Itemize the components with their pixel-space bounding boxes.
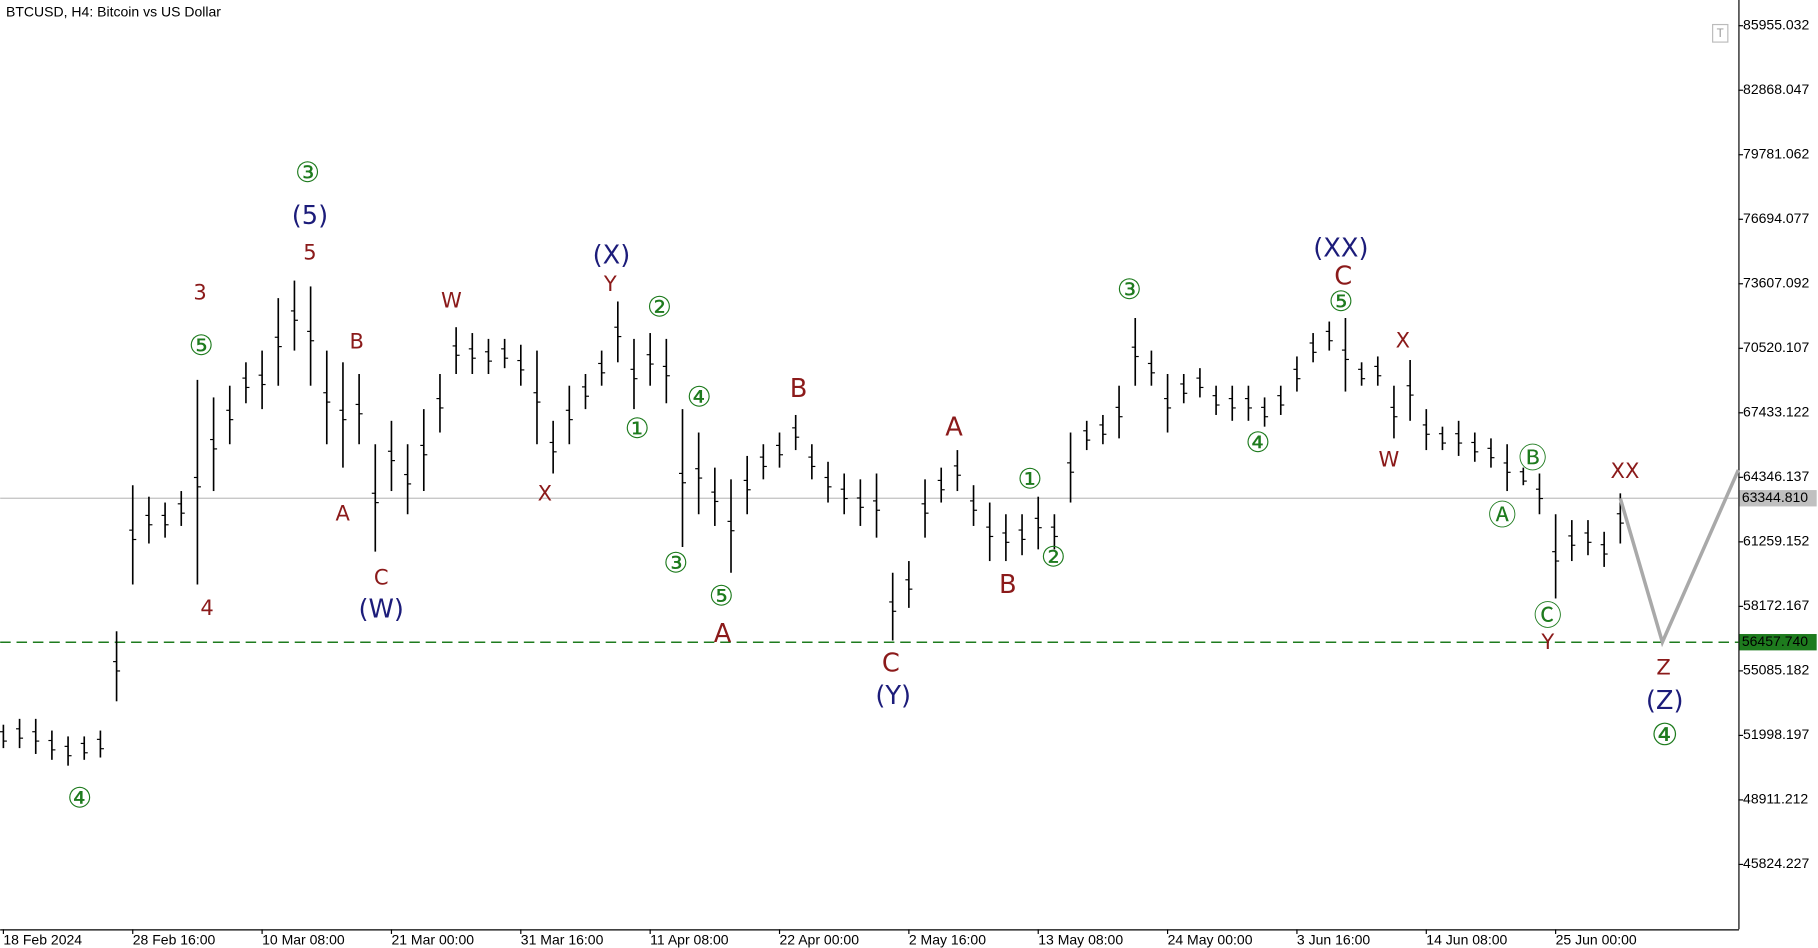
- wave-label: ④: [1245, 426, 1270, 459]
- wave-label: ③: [1117, 273, 1142, 306]
- price-level-label: 63344.810: [1742, 489, 1808, 505]
- wave-label: ③: [663, 547, 688, 580]
- y-tick-label: 67433.122: [1743, 404, 1809, 420]
- x-tick-label: 28 Feb 16:00: [133, 932, 216, 948]
- wave-label: (W): [358, 595, 403, 625]
- wave-label: ②: [1041, 541, 1066, 574]
- wave-label: ③: [295, 156, 320, 189]
- wave-label: (XX): [1313, 233, 1368, 263]
- wave-label: Ⓒ: [1534, 599, 1562, 632]
- x-tick-label: 3 Jun 16:00: [1297, 932, 1370, 948]
- price-level-tag: [1739, 490, 1817, 507]
- wave-label: A: [335, 500, 350, 525]
- wave-label: W: [441, 288, 462, 313]
- y-tick-label: 48911.212: [1743, 791, 1808, 807]
- x-tick-label: 2 May 16:00: [909, 932, 986, 948]
- wave-label: X: [1396, 327, 1410, 352]
- wave-label: A: [714, 619, 732, 649]
- wave-label: Z: [1656, 655, 1670, 680]
- wave-label: B: [349, 328, 363, 353]
- y-tick-label: 51998.197: [1743, 726, 1809, 742]
- trade-icon[interactable]: [1712, 23, 1729, 43]
- wave-label: ①: [625, 412, 650, 445]
- wave-label: (X): [593, 240, 631, 270]
- wave-label: Y: [603, 271, 617, 296]
- trade-icon-glyph: T: [1717, 27, 1724, 40]
- wave-label: XX: [1611, 458, 1640, 483]
- wave-label: 4: [200, 595, 213, 620]
- y-tick-label: 58172.167: [1743, 597, 1809, 613]
- wave-label: 3: [193, 279, 206, 304]
- y-tick-label: 85955.032: [1743, 16, 1809, 32]
- wave-label: ②: [647, 291, 672, 324]
- price-level-tag: [1739, 634, 1817, 651]
- wave-label: 5: [303, 240, 316, 265]
- x-tick-label: 13 May 08:00: [1038, 932, 1123, 948]
- wave-label: ①: [1017, 462, 1042, 495]
- x-tick-label: 21 Mar 00:00: [391, 932, 474, 948]
- y-tick-label: 70520.107: [1743, 339, 1809, 355]
- wave-label: Ⓐ: [1488, 499, 1516, 532]
- wave-label: Y: [1540, 629, 1554, 654]
- wave-label: W: [1378, 447, 1399, 472]
- y-tick-label: 73607.092: [1743, 274, 1809, 290]
- wave-label: X: [538, 480, 552, 505]
- y-tick-label: 55085.182: [1743, 662, 1809, 678]
- x-tick-label: 25 Jun 00:00: [1556, 932, 1637, 948]
- wave-label: C: [1334, 262, 1352, 292]
- y-tick-label: 64346.137: [1743, 468, 1809, 484]
- wave-label: Ⓑ: [1519, 441, 1547, 474]
- wave-label: ⑤: [709, 579, 734, 612]
- y-tick-label: 79781.062: [1743, 145, 1809, 161]
- x-tick-label: 10 Mar 08:00: [262, 932, 345, 948]
- wave-label: C: [882, 648, 900, 678]
- y-tick-label: 82868.047: [1743, 81, 1809, 97]
- chart-title: BTCUSD, H4: Bitcoin vs US Dollar: [6, 4, 221, 20]
- projection-path: [1618, 469, 1740, 648]
- wave-label: B: [999, 570, 1017, 600]
- y-tick-label: 61259.152: [1743, 533, 1809, 549]
- wave-label: ⑤: [1328, 285, 1353, 318]
- wave-label: ④: [67, 782, 92, 815]
- wave-label: B: [790, 374, 808, 404]
- wave-label: (5): [292, 201, 328, 231]
- y-tick-label: 76694.077: [1743, 210, 1809, 226]
- wave-label: ⑤: [189, 329, 214, 362]
- x-tick-label: 22 Apr 00:00: [780, 932, 860, 948]
- wave-label: ④: [687, 381, 712, 414]
- wave-label: (Z): [1646, 686, 1684, 716]
- x-tick-label: 31 Mar 16:00: [521, 932, 604, 948]
- x-tick-label: 11 Apr 08:00: [650, 932, 729, 948]
- x-tick-label: 18 Feb 2024: [3, 932, 82, 948]
- wave-label: ④: [1651, 718, 1678, 753]
- wave-label: (Y): [875, 681, 911, 711]
- wave-label: A: [945, 412, 963, 442]
- price-level-label: 56457.740: [1742, 633, 1808, 649]
- y-tick-label: 45824.227: [1743, 855, 1809, 871]
- x-tick-label: 24 May 00:00: [1168, 932, 1253, 948]
- x-tick-label: 14 Jun 08:00: [1426, 932, 1507, 948]
- wave-label: C: [374, 565, 389, 590]
